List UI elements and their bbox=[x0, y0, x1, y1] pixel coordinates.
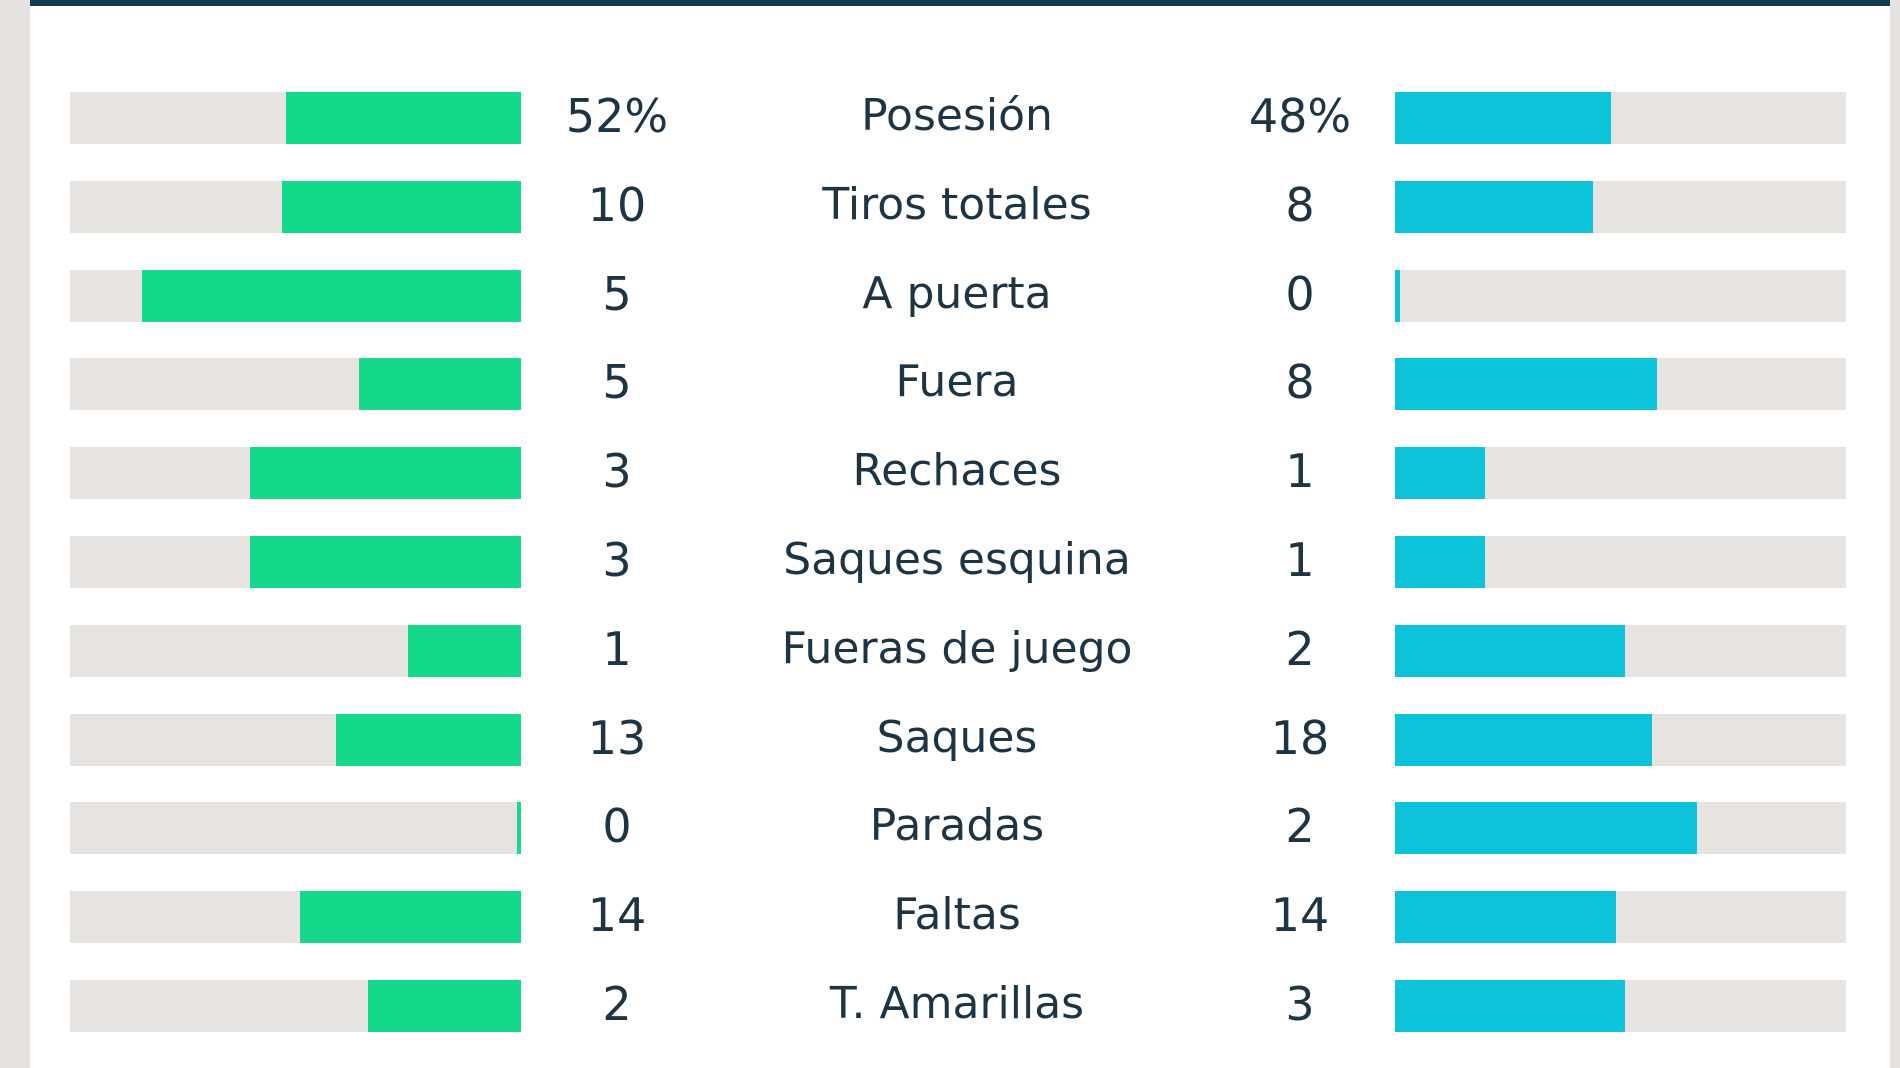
home-bar-track bbox=[70, 980, 521, 1032]
away-bar-track bbox=[1395, 269, 1846, 322]
stat-row: 5 Fuera 8 bbox=[0, 355, 1900, 411]
away-bar-track bbox=[1395, 891, 1846, 944]
home-bar bbox=[250, 536, 521, 588]
away-bar bbox=[1395, 713, 1653, 766]
away-bar-track bbox=[1395, 624, 1846, 677]
home-bar bbox=[286, 92, 521, 144]
stat-label: Fuera bbox=[895, 356, 1019, 408]
away-value: 2 bbox=[1285, 799, 1315, 854]
stat-row: 14 Faltas 14 bbox=[0, 888, 1900, 944]
stat-label: T. Amarillas bbox=[829, 978, 1085, 1029]
home-bar-track bbox=[70, 624, 521, 677]
stat-label: A puerta bbox=[862, 267, 1052, 319]
home-bar bbox=[300, 891, 521, 944]
away-bar bbox=[1395, 358, 1657, 411]
stat-label: Faltas bbox=[893, 889, 1021, 941]
stat-label: Posesión bbox=[861, 90, 1053, 141]
stat-row: 13 Saques 18 bbox=[0, 711, 1900, 766]
away-bar-track bbox=[1395, 358, 1846, 411]
home-value: 0 bbox=[602, 799, 632, 854]
away-bar bbox=[1395, 447, 1486, 500]
stats-card bbox=[30, 0, 1890, 1068]
stat-row: 3 Saques esquina 1 bbox=[0, 533, 1900, 588]
stat-label: Saques bbox=[876, 711, 1038, 763]
away-value: 1 bbox=[1285, 533, 1315, 587]
away-bar bbox=[1395, 92, 1612, 144]
home-bar bbox=[358, 358, 521, 411]
home-value: 10 bbox=[587, 177, 647, 232]
home-bar bbox=[142, 269, 521, 322]
home-bar-track bbox=[70, 713, 521, 766]
home-bar-track bbox=[70, 269, 521, 322]
stat-row: 52% Posesión 48% bbox=[0, 89, 1900, 144]
home-bar bbox=[336, 713, 521, 766]
away-value: 2 bbox=[1285, 621, 1315, 676]
header-bar bbox=[30, 0, 1890, 6]
home-bar-track bbox=[70, 802, 521, 855]
away-bar-track bbox=[1395, 536, 1846, 588]
stat-row: 3 Rechaces 1 bbox=[0, 444, 1900, 500]
away-bar bbox=[1395, 536, 1486, 588]
away-bar bbox=[1395, 624, 1625, 677]
home-bar bbox=[516, 802, 521, 855]
away-value: 18 bbox=[1270, 710, 1330, 765]
home-bar-track bbox=[70, 891, 521, 944]
away-value: 3 bbox=[1285, 977, 1315, 1031]
home-bar-track bbox=[70, 536, 521, 588]
home-value: 14 bbox=[587, 888, 647, 943]
stat-row: 0 Paradas 2 bbox=[0, 799, 1900, 855]
home-value: 52% bbox=[565, 89, 669, 143]
stat-row: 1 Fueras de juego 2 bbox=[0, 622, 1900, 677]
stat-label: Tiros totales bbox=[822, 178, 1092, 230]
home-bar bbox=[367, 980, 521, 1032]
home-value: 5 bbox=[602, 266, 632, 321]
stat-label: Saques esquina bbox=[783, 534, 1131, 585]
away-bar-track bbox=[1395, 92, 1846, 144]
home-bar bbox=[281, 180, 521, 233]
away-value: 14 bbox=[1270, 888, 1330, 943]
stat-row: 5 A puerta 0 bbox=[0, 267, 1900, 322]
away-bar bbox=[1395, 980, 1625, 1032]
home-bar-track bbox=[70, 92, 521, 144]
home-value: 2 bbox=[602, 977, 632, 1031]
away-bar-track bbox=[1395, 980, 1846, 1032]
away-bar bbox=[1395, 802, 1698, 855]
away-value: 48% bbox=[1248, 89, 1352, 143]
away-bar-track bbox=[1395, 802, 1846, 855]
home-value: 3 bbox=[602, 444, 632, 499]
home-value: 3 bbox=[602, 533, 632, 587]
home-bar-track bbox=[70, 180, 521, 233]
home-value: 13 bbox=[587, 710, 647, 765]
home-value: 1 bbox=[602, 621, 632, 676]
away-bar-track bbox=[1395, 180, 1846, 233]
away-bar-track bbox=[1395, 447, 1846, 500]
away-value: 0 bbox=[1285, 266, 1315, 321]
home-bar bbox=[250, 447, 521, 500]
stat-row: 10 Tiros totales 8 bbox=[0, 178, 1900, 233]
away-bar bbox=[1395, 180, 1594, 233]
home-bar-track bbox=[70, 447, 521, 500]
stat-label: Paradas bbox=[869, 800, 1045, 852]
stat-row: 2 T. Amarillas 3 bbox=[0, 977, 1900, 1032]
stat-label: Rechaces bbox=[852, 445, 1062, 497]
away-value: 1 bbox=[1285, 444, 1315, 499]
away-value: 8 bbox=[1285, 355, 1315, 410]
home-value: 5 bbox=[602, 355, 632, 410]
home-bar-track bbox=[70, 358, 521, 411]
home-bar bbox=[408, 624, 521, 677]
away-value: 8 bbox=[1285, 177, 1315, 232]
away-bar bbox=[1395, 891, 1616, 944]
away-bar bbox=[1395, 269, 1400, 322]
stat-label: Fueras de juego bbox=[781, 622, 1133, 674]
away-bar-track bbox=[1395, 713, 1846, 766]
